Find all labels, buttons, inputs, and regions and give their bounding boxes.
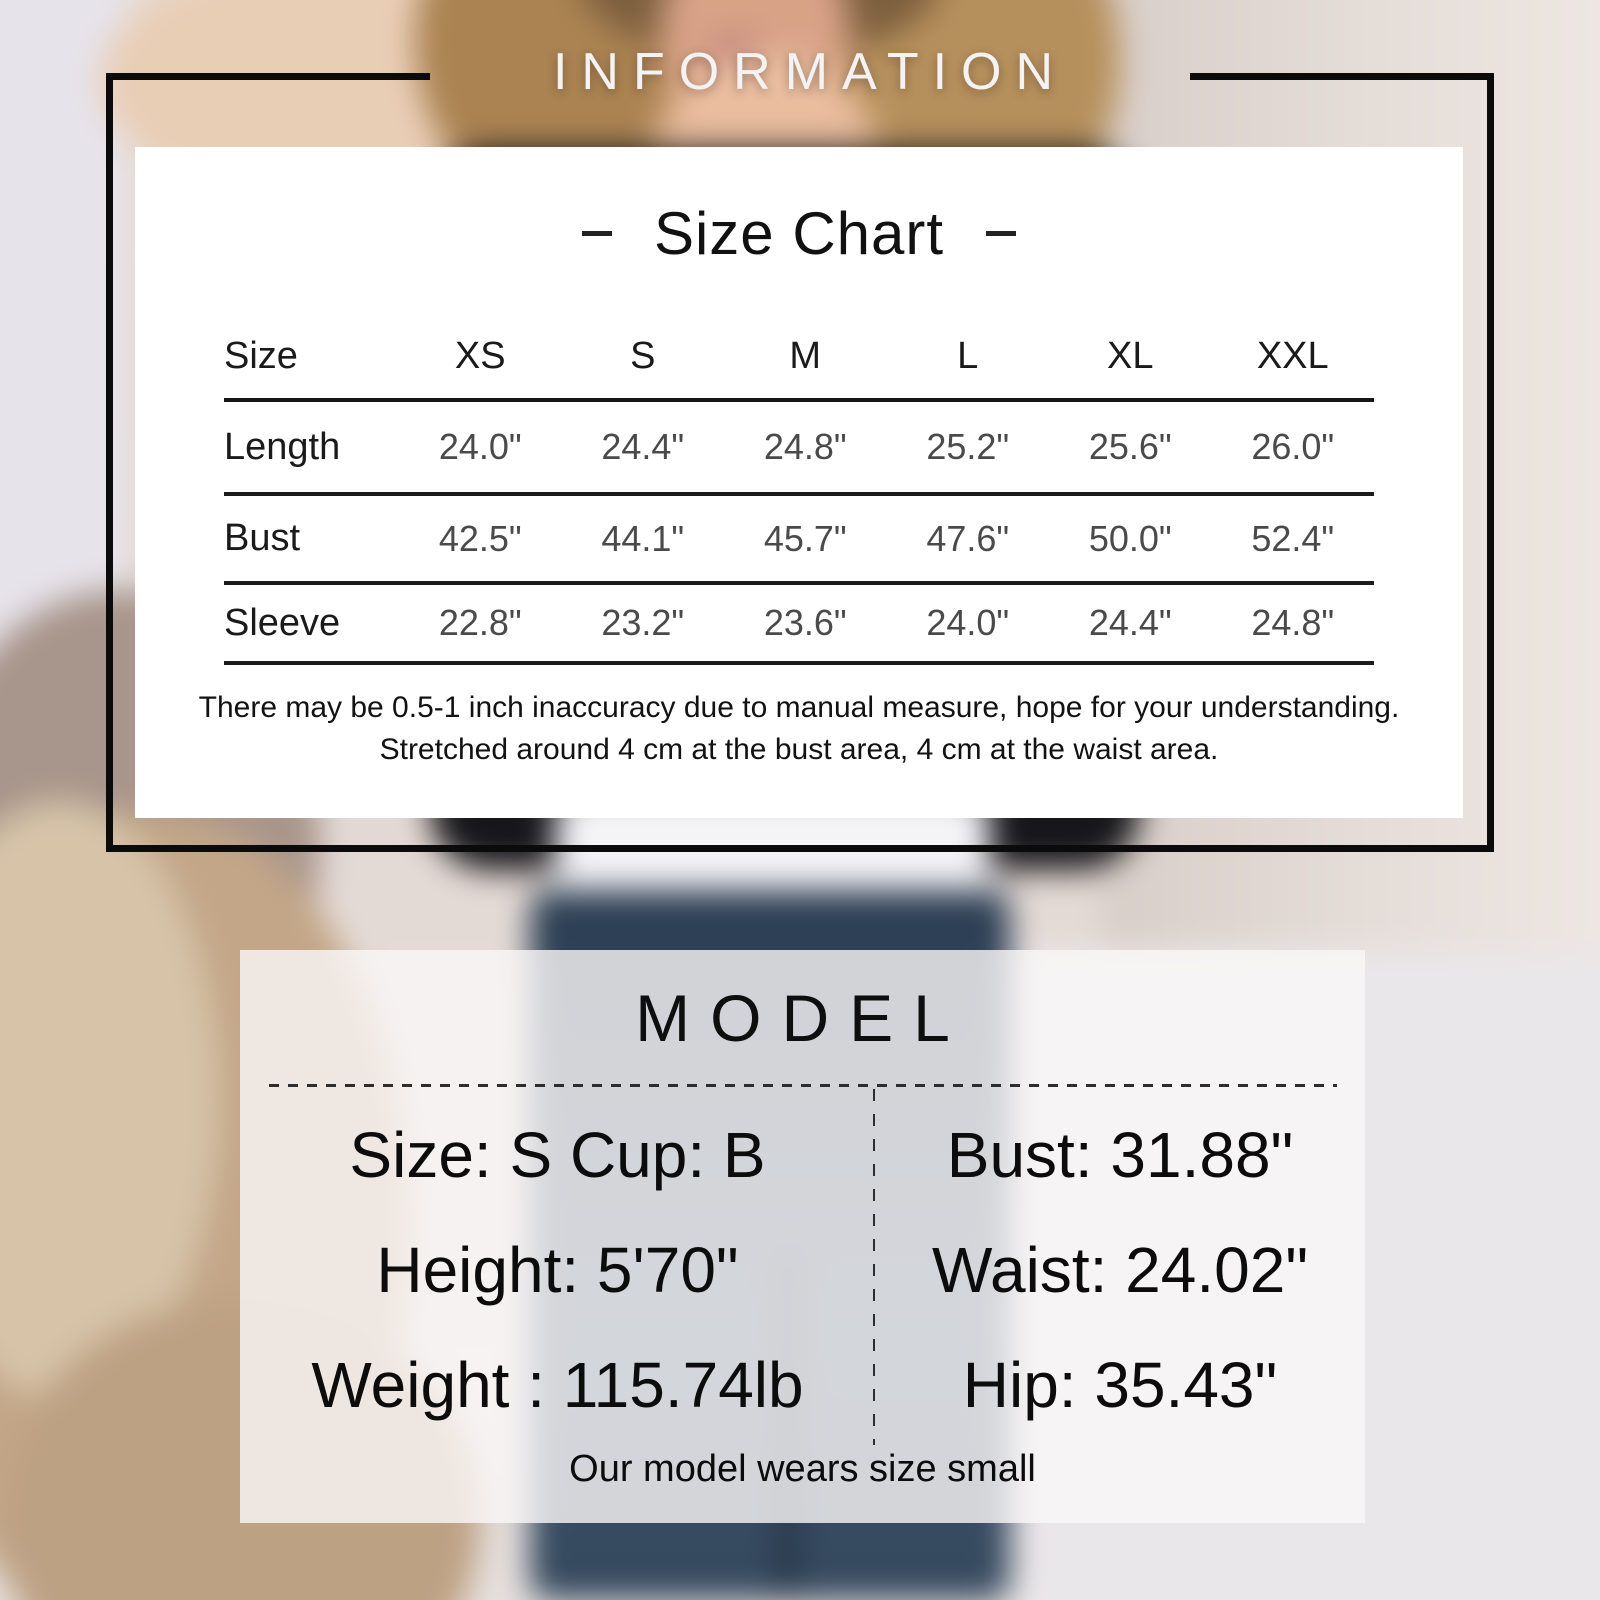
cell: 45.7": [763, 517, 847, 559]
stat-hip: Hip: 35.43": [962, 1348, 1278, 1421]
stat-weight: Weight : 115.74lb: [311, 1348, 804, 1421]
stat-height: Height: 5'70": [376, 1233, 739, 1306]
column-header: XS: [454, 334, 506, 377]
cell: 26.0": [1251, 426, 1335, 467]
row-label: Bust: [224, 517, 301, 559]
column-header: Size: [224, 334, 298, 377]
cell: 24.8": [1251, 602, 1335, 643]
cell: 24.0": [438, 426, 522, 467]
cell: 47.6": [926, 517, 1010, 559]
size-chart-title: Size Chart: [653, 200, 945, 267]
cell: 24.0": [926, 602, 1010, 643]
dashed-divider-horizontal: [268, 1084, 1337, 1087]
cell: 25.2": [926, 426, 1010, 467]
cell: 42.5": [438, 517, 522, 559]
size-table-header: Size XS S M L XL XXL: [224, 314, 1374, 402]
cell: 25.6": [1088, 426, 1172, 467]
cell: 24.4": [601, 426, 685, 467]
frame-left-edge: [106, 73, 113, 852]
disclaimer-line-1: There may be 0.5-1 inch inaccuracy due t…: [198, 691, 1400, 724]
model-stats-grid: Size: S Cup: B Bust: 31.88" Height: 5'70…: [240, 1089, 1365, 1445]
column-header: L: [957, 334, 979, 377]
table-row-sleeve: Sleeve 22.8" 23.2" 23.6" 24.0" 24.4" 24.…: [224, 585, 1374, 665]
row-label: Length: [224, 425, 341, 468]
model-footer-note: Our model wears size small: [569, 1448, 1036, 1490]
stat-waist: Waist: 24.02": [931, 1233, 1309, 1306]
measure-disclaimer: There may be 0.5-1 inch inaccuracy due t…: [135, 687, 1463, 771]
model-panel: MODEL Size: S Cup: B Bust: 31.88" Height…: [240, 950, 1365, 1523]
frame-top-right-segment: [1190, 73, 1494, 80]
table-row-bust: Bust 42.5" 44.1" 45.7" 47.6" 50.0" 52.4": [224, 496, 1374, 585]
cell: 44.1": [601, 517, 685, 559]
stat-bust: Bust: 31.88": [946, 1118, 1294, 1191]
disclaimer-line-2: Stretched around 4 cm at the bust area, …: [379, 733, 1219, 766]
cell: 23.2": [601, 602, 685, 643]
cell: 23.6": [763, 602, 847, 643]
size-chart-card: Size Chart Size XS S M L XL XXL Length 2…: [135, 147, 1463, 818]
cell: 24.8": [763, 426, 847, 467]
stat-size-cup: Size: S Cup: B: [349, 1118, 766, 1191]
dashed-divider-vertical: [873, 1089, 875, 1445]
size-chart-title-row: Size Chart: [135, 199, 1463, 268]
column-header: M: [789, 334, 822, 377]
cell: 52.4": [1251, 517, 1335, 559]
frame-bottom-edge: [106, 845, 1494, 852]
cell: 24.4": [1088, 602, 1172, 643]
row-label: Sleeve: [224, 601, 341, 644]
table-row-length: Length 24.0" 24.4" 24.8" 25.2" 25.6" 26.…: [224, 402, 1374, 496]
frame-top-left-segment: [106, 73, 430, 80]
frame-right-edge: [1487, 73, 1494, 852]
title-dash-right: [986, 231, 1017, 236]
model-heading: MODEL: [635, 981, 970, 1055]
column-header: S: [630, 334, 656, 377]
cell: 50.0": [1088, 517, 1172, 559]
title-dash-left: [581, 231, 612, 236]
column-header: XL: [1107, 334, 1154, 377]
column-header: XXL: [1256, 334, 1329, 377]
cell: 22.8": [438, 602, 522, 643]
information-heading: INFORMATION: [552, 43, 1068, 101]
size-table: Size XS S M L XL XXL Length 24.0" 24.4" …: [224, 314, 1374, 665]
